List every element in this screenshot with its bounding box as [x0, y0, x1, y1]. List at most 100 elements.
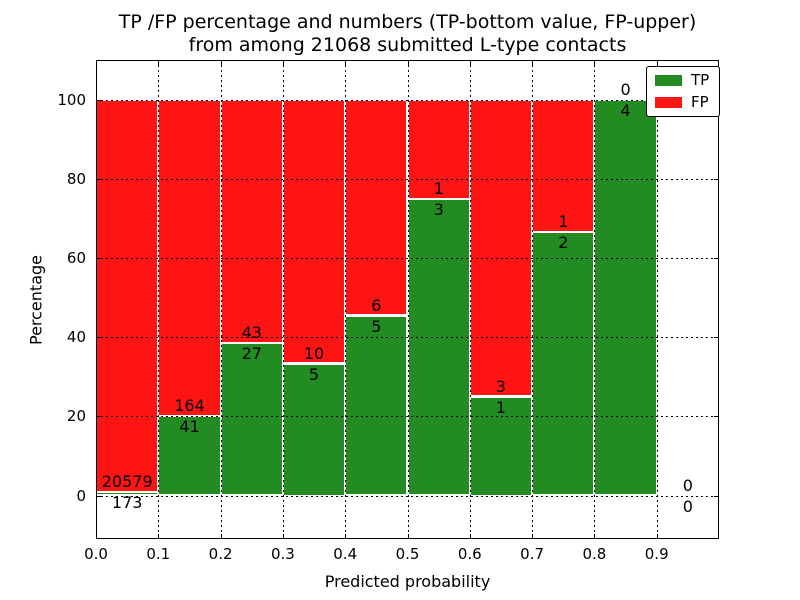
y-tick-label: 100 [57, 90, 86, 109]
x-axis-label: Predicted probability [324, 572, 491, 591]
fp-bar-segment [469, 99, 533, 397]
x-gridline [469, 60, 471, 539]
x-tick-label: 0.8 [582, 545, 607, 563]
x-tick-bottom [96, 534, 97, 539]
fp-color-swatch [655, 97, 682, 108]
y-tick-label: 0 [76, 486, 86, 505]
x-tick-top [407, 60, 409, 65]
fp-count-label: 0 [682, 475, 693, 495]
x-gridline [282, 60, 284, 539]
tp-count-label: 5 [308, 364, 320, 384]
y-tick-left [96, 178, 101, 180]
y-tick-label: 60 [66, 248, 86, 267]
y-tick-label: 80 [66, 169, 86, 188]
legend-label-tp: TP [691, 71, 710, 89]
x-tick-bottom [469, 534, 471, 539]
x-tick-bottom [158, 534, 160, 539]
x-tick-top [656, 60, 658, 65]
fp-count-label: 10 [303, 343, 325, 363]
chart-title-line2: from among 21068 submitted L-type contac… [188, 34, 627, 56]
fp-count-label: 6 [371, 295, 382, 315]
x-tick-top [532, 60, 534, 65]
x-tick-label: 0.6 [457, 545, 482, 563]
y-gridline [96, 257, 719, 259]
y-tick-left [96, 495, 101, 497]
y-tick-label: 40 [66, 328, 86, 347]
x-tick-label: 0.3 [270, 545, 295, 563]
fp-count-label: 1 [558, 211, 569, 231]
x-tick-bottom [656, 534, 658, 539]
fp-bar-segment [220, 99, 283, 343]
y-tick-label: 20 [66, 407, 86, 426]
fp-bar-segment [282, 99, 346, 364]
fp-count-label: 3 [495, 376, 506, 396]
tp-count-label: 5 [371, 316, 382, 336]
x-tick-bottom [282, 534, 284, 539]
tp-count-label: 27 [241, 343, 262, 363]
y-tick-right [714, 178, 719, 180]
y-tick-left [96, 257, 101, 259]
x-tick-label: 0.2 [208, 545, 233, 563]
y-tick-right [714, 495, 719, 497]
y-gridline [96, 337, 719, 339]
fp-count-label: 1 [433, 178, 444, 198]
tp-count-label: 0 [682, 496, 693, 516]
tp-bar-segment [158, 416, 221, 496]
legend-label-fp: FP [691, 93, 709, 111]
x-tick-top [469, 60, 471, 65]
x-tick-label: 0.5 [395, 545, 420, 563]
x-tick-bottom [532, 534, 534, 539]
fp-count-label: 164 [174, 396, 205, 416]
tp-count-label: 1 [495, 397, 506, 417]
legend-item-fp: FP [655, 95, 709, 110]
tp-bar-segment [220, 342, 283, 496]
x-tick-top [220, 60, 222, 65]
y-tick-right [714, 416, 719, 418]
x-tick-top [594, 60, 596, 65]
y-tick-left [96, 99, 101, 101]
x-tick-bottom [407, 534, 409, 539]
x-tick-label: 0.7 [520, 545, 545, 563]
legend: TP FP [646, 66, 721, 117]
fp-count-label: 0 [620, 79, 631, 99]
legend-item-tp: TP [655, 73, 709, 88]
fp-bar-segment [345, 99, 408, 316]
x-tick-label: 0.4 [333, 545, 358, 563]
chart-title-line1: TP /FP percentage and numbers (TP-bottom… [118, 11, 697, 33]
tp-color-swatch [655, 75, 682, 86]
tp-count-label: 3 [433, 199, 444, 219]
fp-count-label: 20579 [101, 472, 153, 492]
plot-area: 20579 173 164 41 43 27 10 5 6 5 1 3 3 1 1 2 0 4 0 0 [96, 60, 719, 539]
x-gridline [345, 60, 347, 539]
x-gridline [594, 60, 596, 539]
y-tick-right [714, 337, 719, 339]
tp-count-label: 41 [179, 417, 200, 437]
y-gridline [96, 99, 719, 101]
tp-bar-segment [532, 231, 595, 496]
tp-bar-segment [594, 99, 657, 496]
x-tick-label: 0.1 [146, 545, 171, 563]
x-tick-bottom [345, 534, 347, 539]
x-tick-top [345, 60, 347, 65]
tp-bar-segment [282, 363, 346, 496]
x-tick-label: 0.0 [84, 545, 108, 563]
x-tick-label: 0.9 [644, 545, 669, 563]
tp-bar-segment [345, 315, 408, 496]
x-tick-top [158, 60, 160, 65]
x-tick-top [282, 60, 284, 65]
tp-count-label: 173 [111, 493, 143, 513]
tp-bar-segment [407, 198, 470, 496]
x-tick-bottom [594, 534, 596, 539]
tp-count-label: 2 [558, 232, 569, 252]
y-gridline [96, 495, 719, 497]
y-gridline [96, 416, 719, 418]
x-gridline [407, 60, 409, 539]
y-tick-right [714, 257, 719, 259]
x-gridline [656, 60, 658, 539]
y-tick-left [96, 416, 101, 418]
x-gridline [532, 60, 534, 539]
y-tick-left [96, 337, 101, 339]
chart-title: TP /FP percentage and numbers (TP-bottom… [96, 11, 719, 57]
x-gridline [220, 60, 222, 539]
